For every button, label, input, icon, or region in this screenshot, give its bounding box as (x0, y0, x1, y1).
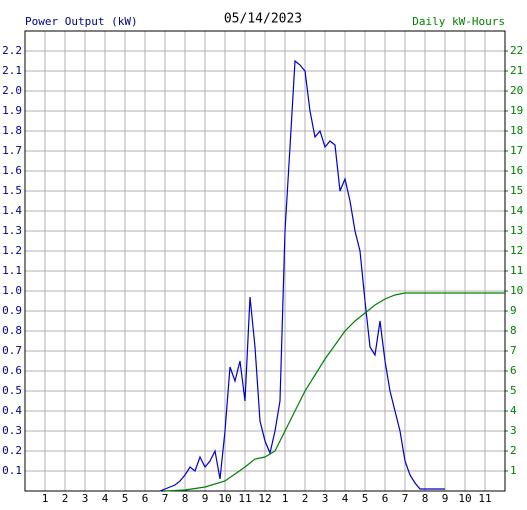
x-tick-label: 4 (342, 492, 349, 505)
y2-tick-label: 7 (510, 344, 517, 357)
y-tick-label: 1.7 (2, 144, 22, 157)
x-tick-label: 2 (302, 492, 309, 505)
x-tick-label: 3 (322, 492, 329, 505)
x-tick-label: 5 (122, 492, 129, 505)
y2-tick-label: 10 (510, 284, 523, 297)
x-tick-label: 2 (62, 492, 69, 505)
x-tick-label: 9 (442, 492, 449, 505)
y-tick-label: 1.2 (2, 244, 22, 257)
y2-tick-label: 12 (510, 244, 523, 257)
y-tick-label: 0.5 (2, 384, 22, 397)
plot-border (24, 30, 506, 492)
x-tick-label: 12 (258, 492, 271, 505)
y-tick-label: 0.2 (2, 444, 22, 457)
series-line (164, 292, 505, 492)
y2-tick-label: 4 (510, 404, 517, 417)
y2-tick-label: 13 (510, 224, 523, 237)
y-tick-label: 2.2 (2, 44, 22, 57)
series-line (159, 59, 445, 492)
x-tick-label: 4 (102, 492, 109, 505)
y2-tick-label: 3 (510, 424, 517, 437)
x-tick-label: 10 (218, 492, 231, 505)
y2-tick-label: 11 (510, 264, 523, 277)
y-tick-label: 1.8 (2, 124, 22, 137)
y2-tick-label: 17 (510, 144, 523, 157)
y2-tick-label: 20 (510, 84, 523, 97)
y-tick-label: 0.9 (2, 304, 22, 317)
y2-tick-label: 19 (510, 104, 523, 117)
y2-tick-label: 21 (510, 64, 523, 77)
y-tick-label: 0.3 (2, 424, 22, 437)
x-tick-label: 6 (142, 492, 149, 505)
y2-tick-label: 6 (510, 364, 517, 377)
y2-axis-label: Daily kW-Hours (412, 15, 505, 28)
y-tick-label: 0.1 (2, 464, 22, 477)
x-tick-label: 1 (282, 492, 289, 505)
y2-tick-label: 2 (510, 444, 517, 457)
x-tick-label: 11 (478, 492, 491, 505)
y-tick-label: 1.5 (2, 184, 22, 197)
y2-tick-label: 5 (510, 384, 517, 397)
y2-tick-label: 15 (510, 184, 523, 197)
x-tick-label: 9 (202, 492, 209, 505)
y2-tick-label: 9 (510, 304, 517, 317)
y-tick-label: 0.7 (2, 344, 22, 357)
x-tick-label: 5 (362, 492, 369, 505)
y2-tick-label: 8 (510, 324, 517, 337)
x-tick-label: 10 (458, 492, 471, 505)
y-tick-label: 0.8 (2, 324, 22, 337)
y-tick-label: 1.0 (2, 284, 22, 297)
y2-tick-label: 18 (510, 124, 523, 137)
y-tick-label: 0.4 (2, 404, 22, 417)
x-tick-label: 11 (238, 492, 251, 505)
y-tick-label: 2.1 (2, 64, 22, 77)
x-tick-label: 8 (182, 492, 189, 505)
y-tick-label: 1.1 (2, 264, 22, 277)
y-tick-label: 1.3 (2, 224, 22, 237)
x-tick-label: 6 (382, 492, 389, 505)
x-tick-label: 8 (422, 492, 429, 505)
y2-tick-label: 22 (510, 44, 523, 57)
x-tick-label: 1 (42, 492, 49, 505)
y2-tick-label: 1 (510, 464, 517, 477)
y2-tick-label: 16 (510, 164, 523, 177)
y-tick-label: 1.6 (2, 164, 22, 177)
y-tick-label: 1.9 (2, 104, 22, 117)
chart-title: 05/14/2023 (224, 12, 302, 27)
x-tick-label: 3 (82, 492, 89, 505)
y-axis-label: Power Output (kW) (25, 15, 138, 28)
y-tick-label: 0.6 (2, 364, 22, 377)
x-tick-label: 7 (402, 492, 409, 505)
x-tick-label: 7 (162, 492, 169, 505)
y-tick-label: 1.4 (2, 204, 22, 217)
y-tick-label: 2.0 (2, 84, 22, 97)
y2-tick-label: 14 (510, 204, 524, 217)
